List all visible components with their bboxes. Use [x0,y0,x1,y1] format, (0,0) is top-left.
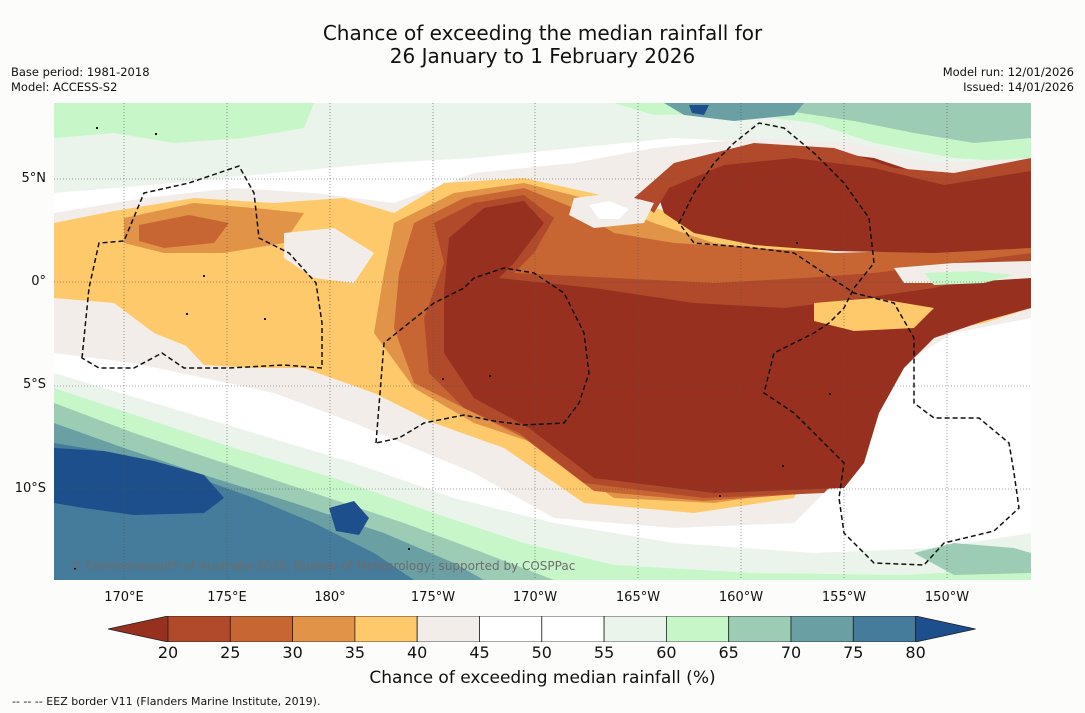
lon-label-170w: 170°W [512,590,558,605]
island-dot [782,465,784,467]
island-dot [442,378,444,380]
colorbar-segment [541,616,605,642]
colorbar-segment [603,616,667,642]
island-dot [74,568,76,570]
island-dot [155,133,157,135]
field-70-southeast [914,543,1031,575]
colorbar-tick-label: 75 [843,643,864,662]
eez-footnote: -- -- -- EEZ border V11 (Flanders Marine… [12,695,321,708]
field-45-west-patch [284,228,374,283]
colorbar-tick-label: 35 [344,643,366,662]
island-dot [408,548,410,550]
colorbar-segment [728,616,792,642]
colorbar-segment [666,616,730,642]
island-dot [96,127,98,129]
island-dot [186,313,188,315]
field-20-northeast [654,148,1031,253]
island-dot [829,393,831,395]
lon-label-165w: 165°W [615,590,661,605]
field-25-northeast-edge [634,143,1031,213]
model-run: Model run: 12/01/2026 [942,65,1074,79]
lon-label-170e: 170°E [104,590,144,605]
lon-label-175e: 175°E [207,590,247,605]
colorbar-tick-label: 65 [718,643,739,662]
lat-label-5s: 5°S [22,377,46,392]
eez-borders [81,122,1020,566]
colorbar-segment [354,616,418,642]
eez-kiribati-gilbert [81,165,323,369]
map-title-line2: 26 January to 1 February 2026 [389,44,696,68]
colorbar-extend-high [915,616,976,642]
model-name: Model: ACCESS-S2 [11,80,118,94]
colorbar-tick-label: 60 [656,643,677,662]
colorbar-tick-label: 20 [157,643,179,662]
lon-label-180: 180° [314,590,346,605]
colorbar-tick-label: 70 [780,643,802,662]
base-period: Base period: 1981-2018 [11,65,150,79]
colorbar-segment [790,616,854,642]
island-dot [264,318,266,320]
lat-label-0: 0° [31,274,46,289]
field-50-patch [589,201,629,219]
lat-label-10s: 10°S [14,481,46,496]
island-dot [489,375,491,377]
eez-tokelau-phoenix [375,267,590,444]
copyright-notice: © Commonwealth of Australia 2026, Bureau… [70,559,576,573]
colorbar-segment [479,616,543,642]
colorbar-tick-label: 80 [905,643,926,662]
rainfall-probability-map[interactable]: © Commonwealth of Australia 2026, Bureau… [54,103,1031,580]
colorbar [108,616,976,642]
field-80-northeast [689,105,709,115]
lon-label-155w: 155°W [821,590,867,605]
colorbar-label: Chance of exceeding median rainfall (%) [369,668,716,688]
field-80-south-patch [329,501,369,535]
field-20-core [444,201,1031,493]
field-30-west [139,215,229,248]
colorbar-tick-label: 30 [282,643,303,662]
colorbar-segment [852,616,916,642]
lon-label-160w: 160°W [718,590,764,605]
field-60-ribbon [924,271,1014,285]
colorbar-tick-label: 50 [531,643,552,662]
colorbar-tick-label: 25 [220,643,241,662]
map-svg [54,103,1031,580]
lon-label-150w: 150°W [924,590,970,605]
island-markers [74,127,831,570]
map-gridlines [54,103,1031,580]
map-title-line1: Chance of exceeding the median rainfall … [322,21,763,45]
island-dot [719,495,721,497]
rainfall-field [54,103,1031,580]
issued-date: Issued: 14/01/2026 [963,80,1074,94]
colorbar-segment [292,616,356,642]
colorbar-tick-label: 40 [407,643,428,662]
colorbar-tick-label: 45 [469,643,490,662]
island-dot [203,275,205,277]
colorbar-tick-label: 55 [593,643,615,662]
lon-label-175w: 175°W [410,590,456,605]
island-dot [796,242,798,244]
field-80-south [54,448,224,515]
colorbar-segment [416,616,480,642]
lat-label-5n: 5°N [21,171,47,186]
colorbar-segment [167,616,231,642]
eez-line-islands [678,122,1020,566]
field-65-north [54,103,314,143]
colorbar-segment [229,616,294,642]
colorbar-extend-low [108,616,169,642]
field-40-patch [174,328,264,368]
